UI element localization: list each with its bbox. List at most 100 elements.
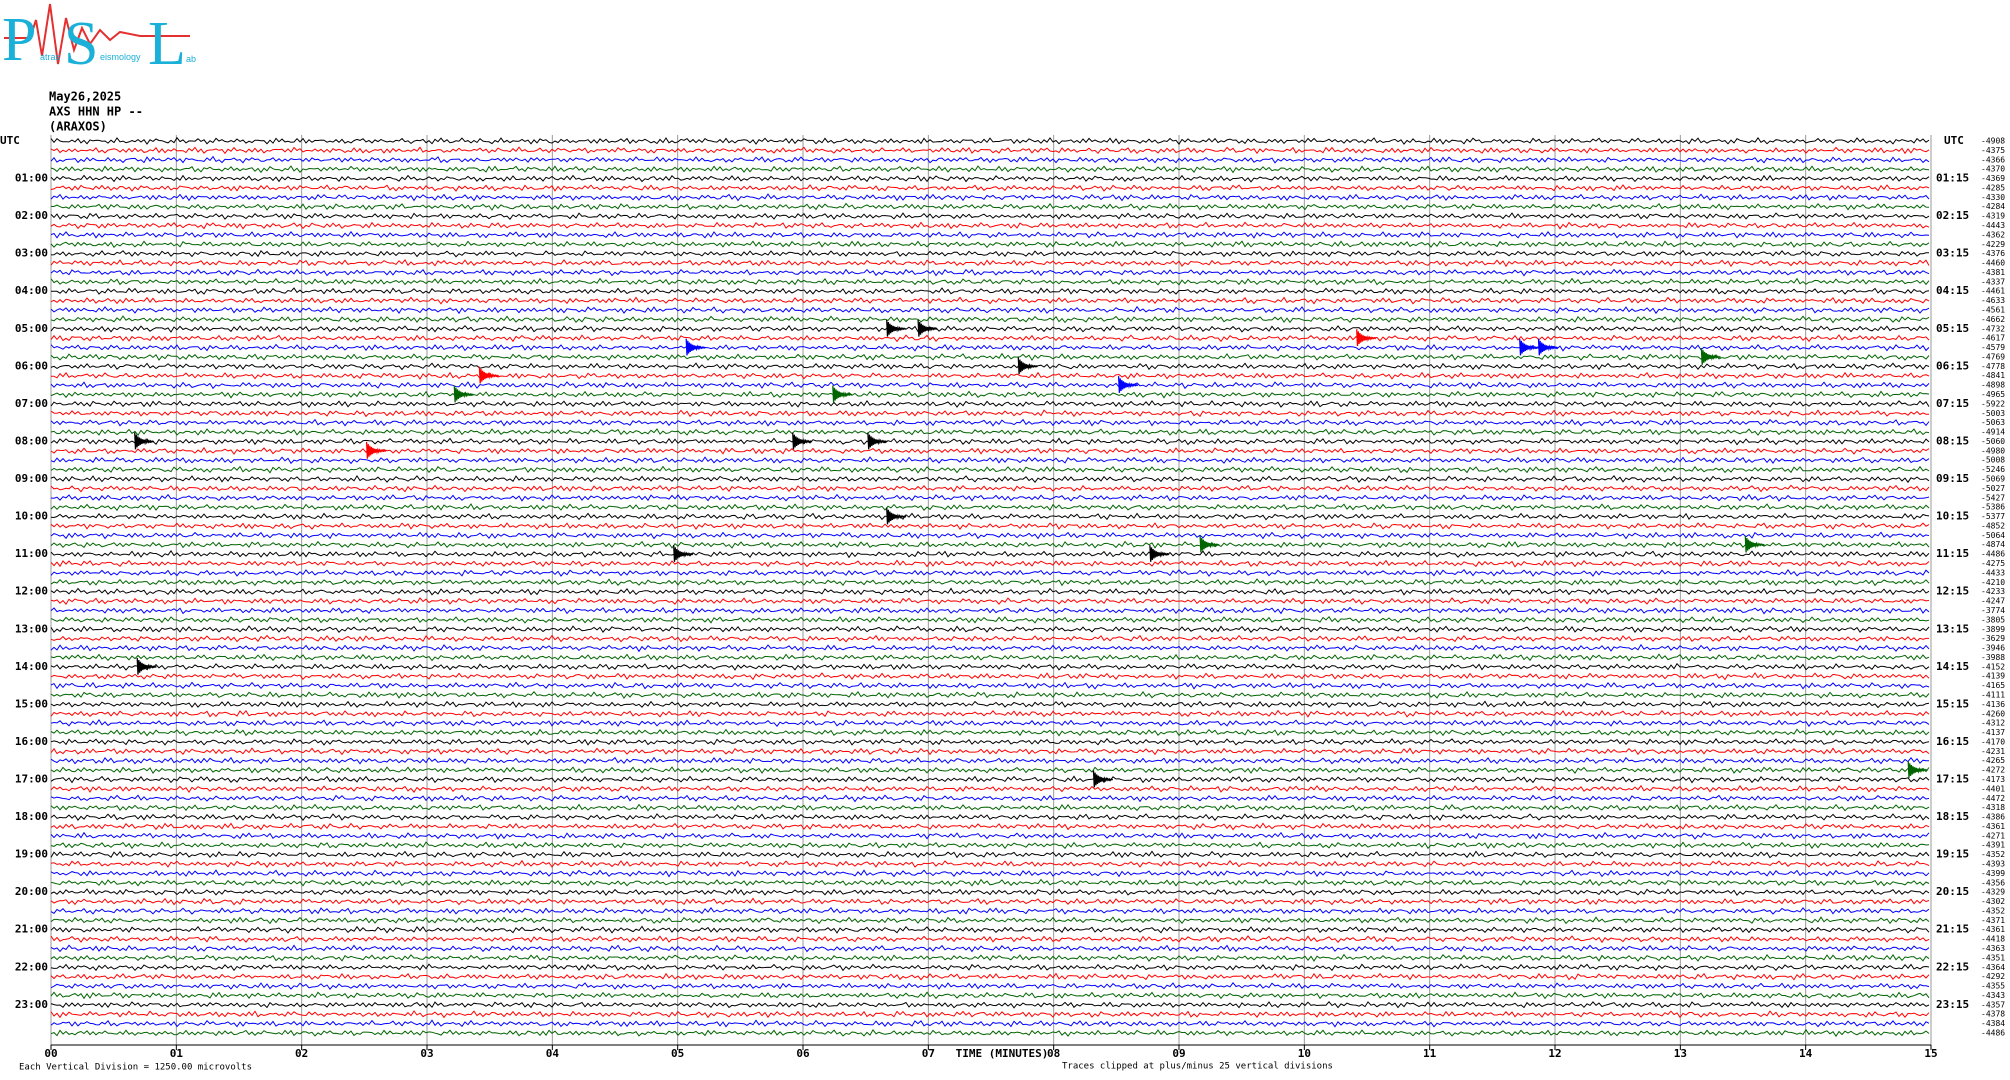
trace (50, 597, 1930, 606)
trace (50, 174, 1930, 183)
trace-offset: -4173 (1981, 775, 2005, 784)
trace (50, 907, 1930, 915)
trace (50, 446, 1930, 455)
trace (50, 963, 1930, 972)
x-tick-label: 06 (796, 1047, 810, 1060)
trace (50, 371, 1930, 380)
clip-note: Traces clipped at plus/minus 25 vertical… (1062, 1062, 1333, 1072)
trace-offset: -4260 (1981, 709, 2005, 718)
trace-offset: -5003 (1981, 409, 2005, 418)
trace-offset: -4233 (1981, 587, 2005, 596)
trace (50, 409, 1929, 418)
trace-offset: -4139 (1981, 672, 2005, 681)
event (478, 366, 500, 384)
left-axis-title: UTC (0, 134, 20, 147)
trace (50, 859, 1930, 868)
trace (50, 155, 1930, 164)
left-hour-label: 20:00 (15, 885, 48, 898)
right-hour-label: 20:15 (1936, 885, 1969, 898)
trace (50, 681, 1930, 690)
trace-offset: -4364 (1981, 963, 2005, 972)
trace-offset: -5386 (1981, 503, 2005, 512)
x-tick-label: 07 (922, 1047, 935, 1060)
right-hour-label: 04:15 (1936, 284, 1969, 297)
trace (50, 569, 1930, 577)
trace (50, 813, 1930, 822)
trace-offset: -4357 (1981, 1000, 2005, 1009)
trace-offset: -4136 (1981, 700, 2005, 709)
trace-offset: -4352 (1981, 850, 2005, 859)
trace (50, 756, 1929, 765)
right-hour-label: 18:15 (1936, 810, 1969, 823)
right-hour-label: 15:15 (1936, 697, 1969, 710)
right-hour-label: 19:15 (1936, 848, 1969, 861)
trace (50, 709, 1930, 718)
event (1700, 347, 1721, 365)
right-hour-label: 14:15 (1936, 660, 1969, 673)
right-axis-title: UTC (1944, 134, 1964, 147)
trace-offset: -4361 (1981, 925, 2005, 934)
left-hour-label: 06:00 (15, 359, 48, 372)
trace (50, 268, 1930, 277)
trace-offset: -4247 (1981, 597, 2005, 606)
left-hour-label: 14:00 (15, 660, 48, 673)
left-hour-label: 18:00 (15, 810, 48, 823)
trace (50, 653, 1930, 662)
left-hour-label: 01:00 (15, 172, 48, 185)
left-hour-label: 02:00 (15, 209, 48, 222)
trace (50, 221, 1930, 230)
event (1519, 338, 1540, 356)
trace-offset: -4393 (1981, 859, 2005, 868)
trace-offset: -4561 (1981, 306, 2005, 315)
trace-offset: -4318 (1981, 803, 2005, 812)
right-hour-label: 10:15 (1936, 510, 1969, 523)
trace (51, 287, 1930, 296)
trace (50, 334, 1930, 343)
trace (50, 437, 1930, 446)
trace-offset: -4486 (1981, 1029, 2005, 1038)
trace (50, 465, 1930, 474)
trace (50, 690, 1930, 699)
left-hour-label: 16:00 (15, 735, 48, 748)
trace-offset: -4275 (1981, 559, 2005, 568)
trace-offset: -4443 (1981, 221, 2005, 230)
trace-offset: -4898 (1981, 381, 2005, 390)
trace (50, 362, 1930, 371)
station: AXS HHN HP -- (49, 105, 143, 119)
trace (50, 953, 1930, 962)
trace-offset: -4361 (1981, 822, 2005, 831)
left-hour-label: 23:00 (15, 998, 48, 1011)
right-hour-label: 01:15 (1936, 172, 1969, 185)
trace-offset: -4418 (1981, 935, 2005, 944)
trace (50, 869, 1930, 878)
left-hour-label: 19:00 (15, 848, 48, 861)
trace-offset: -4370 (1981, 165, 2005, 174)
right-hour-label: 17:15 (1936, 772, 1969, 785)
trace (50, 803, 1930, 812)
trace-offset: -3805 (1981, 615, 2005, 624)
trace-offset: -4319 (1981, 212, 2005, 221)
trace-offset: -5922 (1981, 399, 2005, 408)
trace (50, 888, 1930, 897)
logo-word: eismology (100, 52, 141, 62)
event (365, 441, 387, 459)
trace (50, 775, 1930, 784)
right-hour-label: 02:15 (1936, 209, 1969, 222)
trace-offset: -4399 (1981, 869, 2005, 878)
trace-offset: -3774 (1981, 606, 2005, 615)
trace-offset: -4229 (1981, 240, 2005, 249)
trace (50, 249, 1929, 258)
trace-offset: -4980 (1981, 446, 2005, 455)
trace-offset: -4778 (1981, 362, 2005, 371)
trace (50, 531, 1930, 540)
event (792, 432, 813, 450)
trace (50, 738, 1930, 746)
trace (50, 1001, 1930, 1009)
trace-offset: -4165 (1981, 681, 2005, 690)
right-hour-label: 12:15 (1936, 585, 1969, 598)
trace (50, 822, 1930, 831)
trace-offset: -4633 (1981, 296, 2005, 305)
trace (50, 1028, 1930, 1038)
trace-offset: -4265 (1981, 756, 2005, 765)
